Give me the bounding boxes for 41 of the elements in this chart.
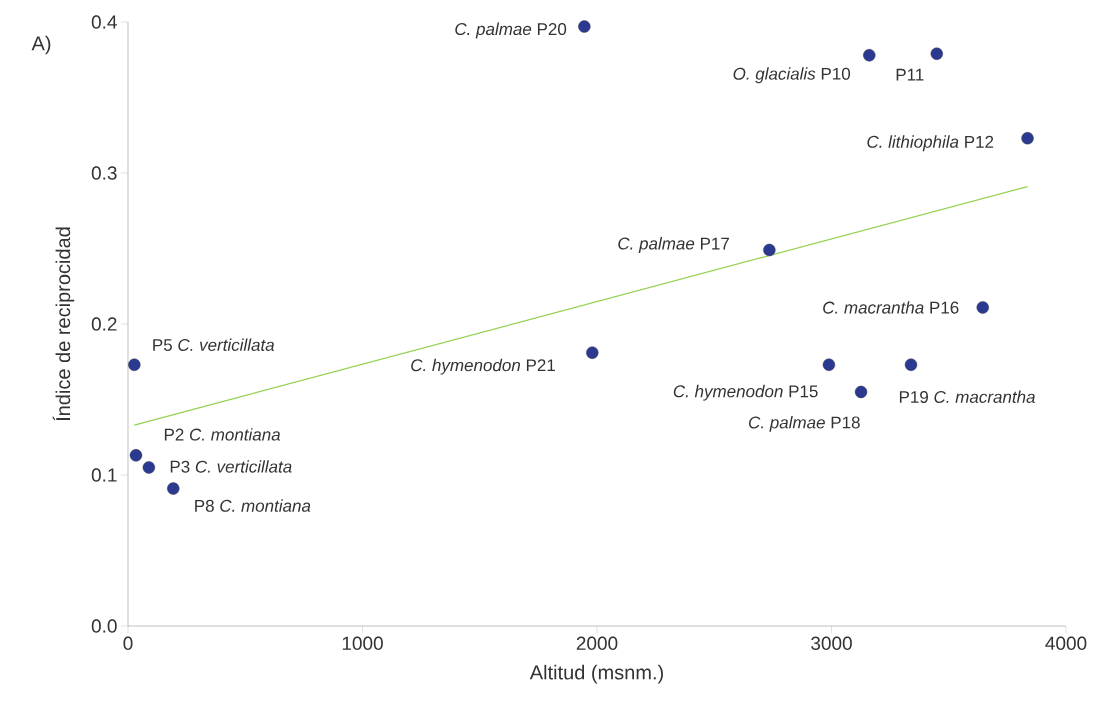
annotation: O. glacialis P10 xyxy=(733,67,851,84)
annotation: P3 C. verticillata xyxy=(170,460,292,473)
text: A) xyxy=(31,35,51,55)
annotation: P5 C. verticillata xyxy=(153,338,275,352)
x-tick-label: 2000 xyxy=(576,636,618,650)
annotation: C. palmae P18 xyxy=(749,416,860,432)
annotation: C. hymenodon P21 xyxy=(411,358,555,375)
annotation: C. hymenodon P15 xyxy=(673,384,818,401)
y-axis-title: Índice de reciprocidad xyxy=(52,227,75,421)
annotation: C. macrantha P16 xyxy=(823,301,959,314)
point xyxy=(578,20,591,33)
point xyxy=(167,482,180,495)
x-tick-label: 3000 xyxy=(811,636,852,650)
y-tick-label: 0.4 xyxy=(91,15,117,29)
point xyxy=(930,47,943,60)
x-tick-label: 0 xyxy=(123,636,133,650)
y-tick-label: 0.0 xyxy=(91,619,117,633)
y-tick-label: 0.2 xyxy=(91,317,117,331)
point xyxy=(863,49,876,62)
point xyxy=(854,385,868,399)
annotation: P8 C. montiana xyxy=(195,499,311,512)
point xyxy=(976,301,989,314)
point xyxy=(904,358,918,371)
x-tick-label: 1000 xyxy=(342,636,383,650)
point xyxy=(1021,132,1034,145)
annotation: C. palmae P17 xyxy=(618,237,729,253)
point xyxy=(822,358,836,371)
point xyxy=(142,461,156,474)
annotation: P11 xyxy=(896,68,924,81)
x-tick-label: 4000 xyxy=(1045,636,1087,650)
annotation: P2 C. montiana xyxy=(164,428,281,441)
point xyxy=(763,243,776,257)
point xyxy=(129,449,143,462)
y-tick-label: 0.1 xyxy=(91,468,117,482)
annotation: C. lithiophila P12 xyxy=(867,135,994,152)
point xyxy=(586,346,599,359)
y-tick-label: 0.3 xyxy=(91,166,117,180)
annotation: C. palmae P20 xyxy=(455,22,567,39)
annotation: P19 C. macrantha xyxy=(899,390,1035,404)
point xyxy=(128,358,141,371)
x-axis-title: Altitud (msnm.) xyxy=(529,664,663,684)
